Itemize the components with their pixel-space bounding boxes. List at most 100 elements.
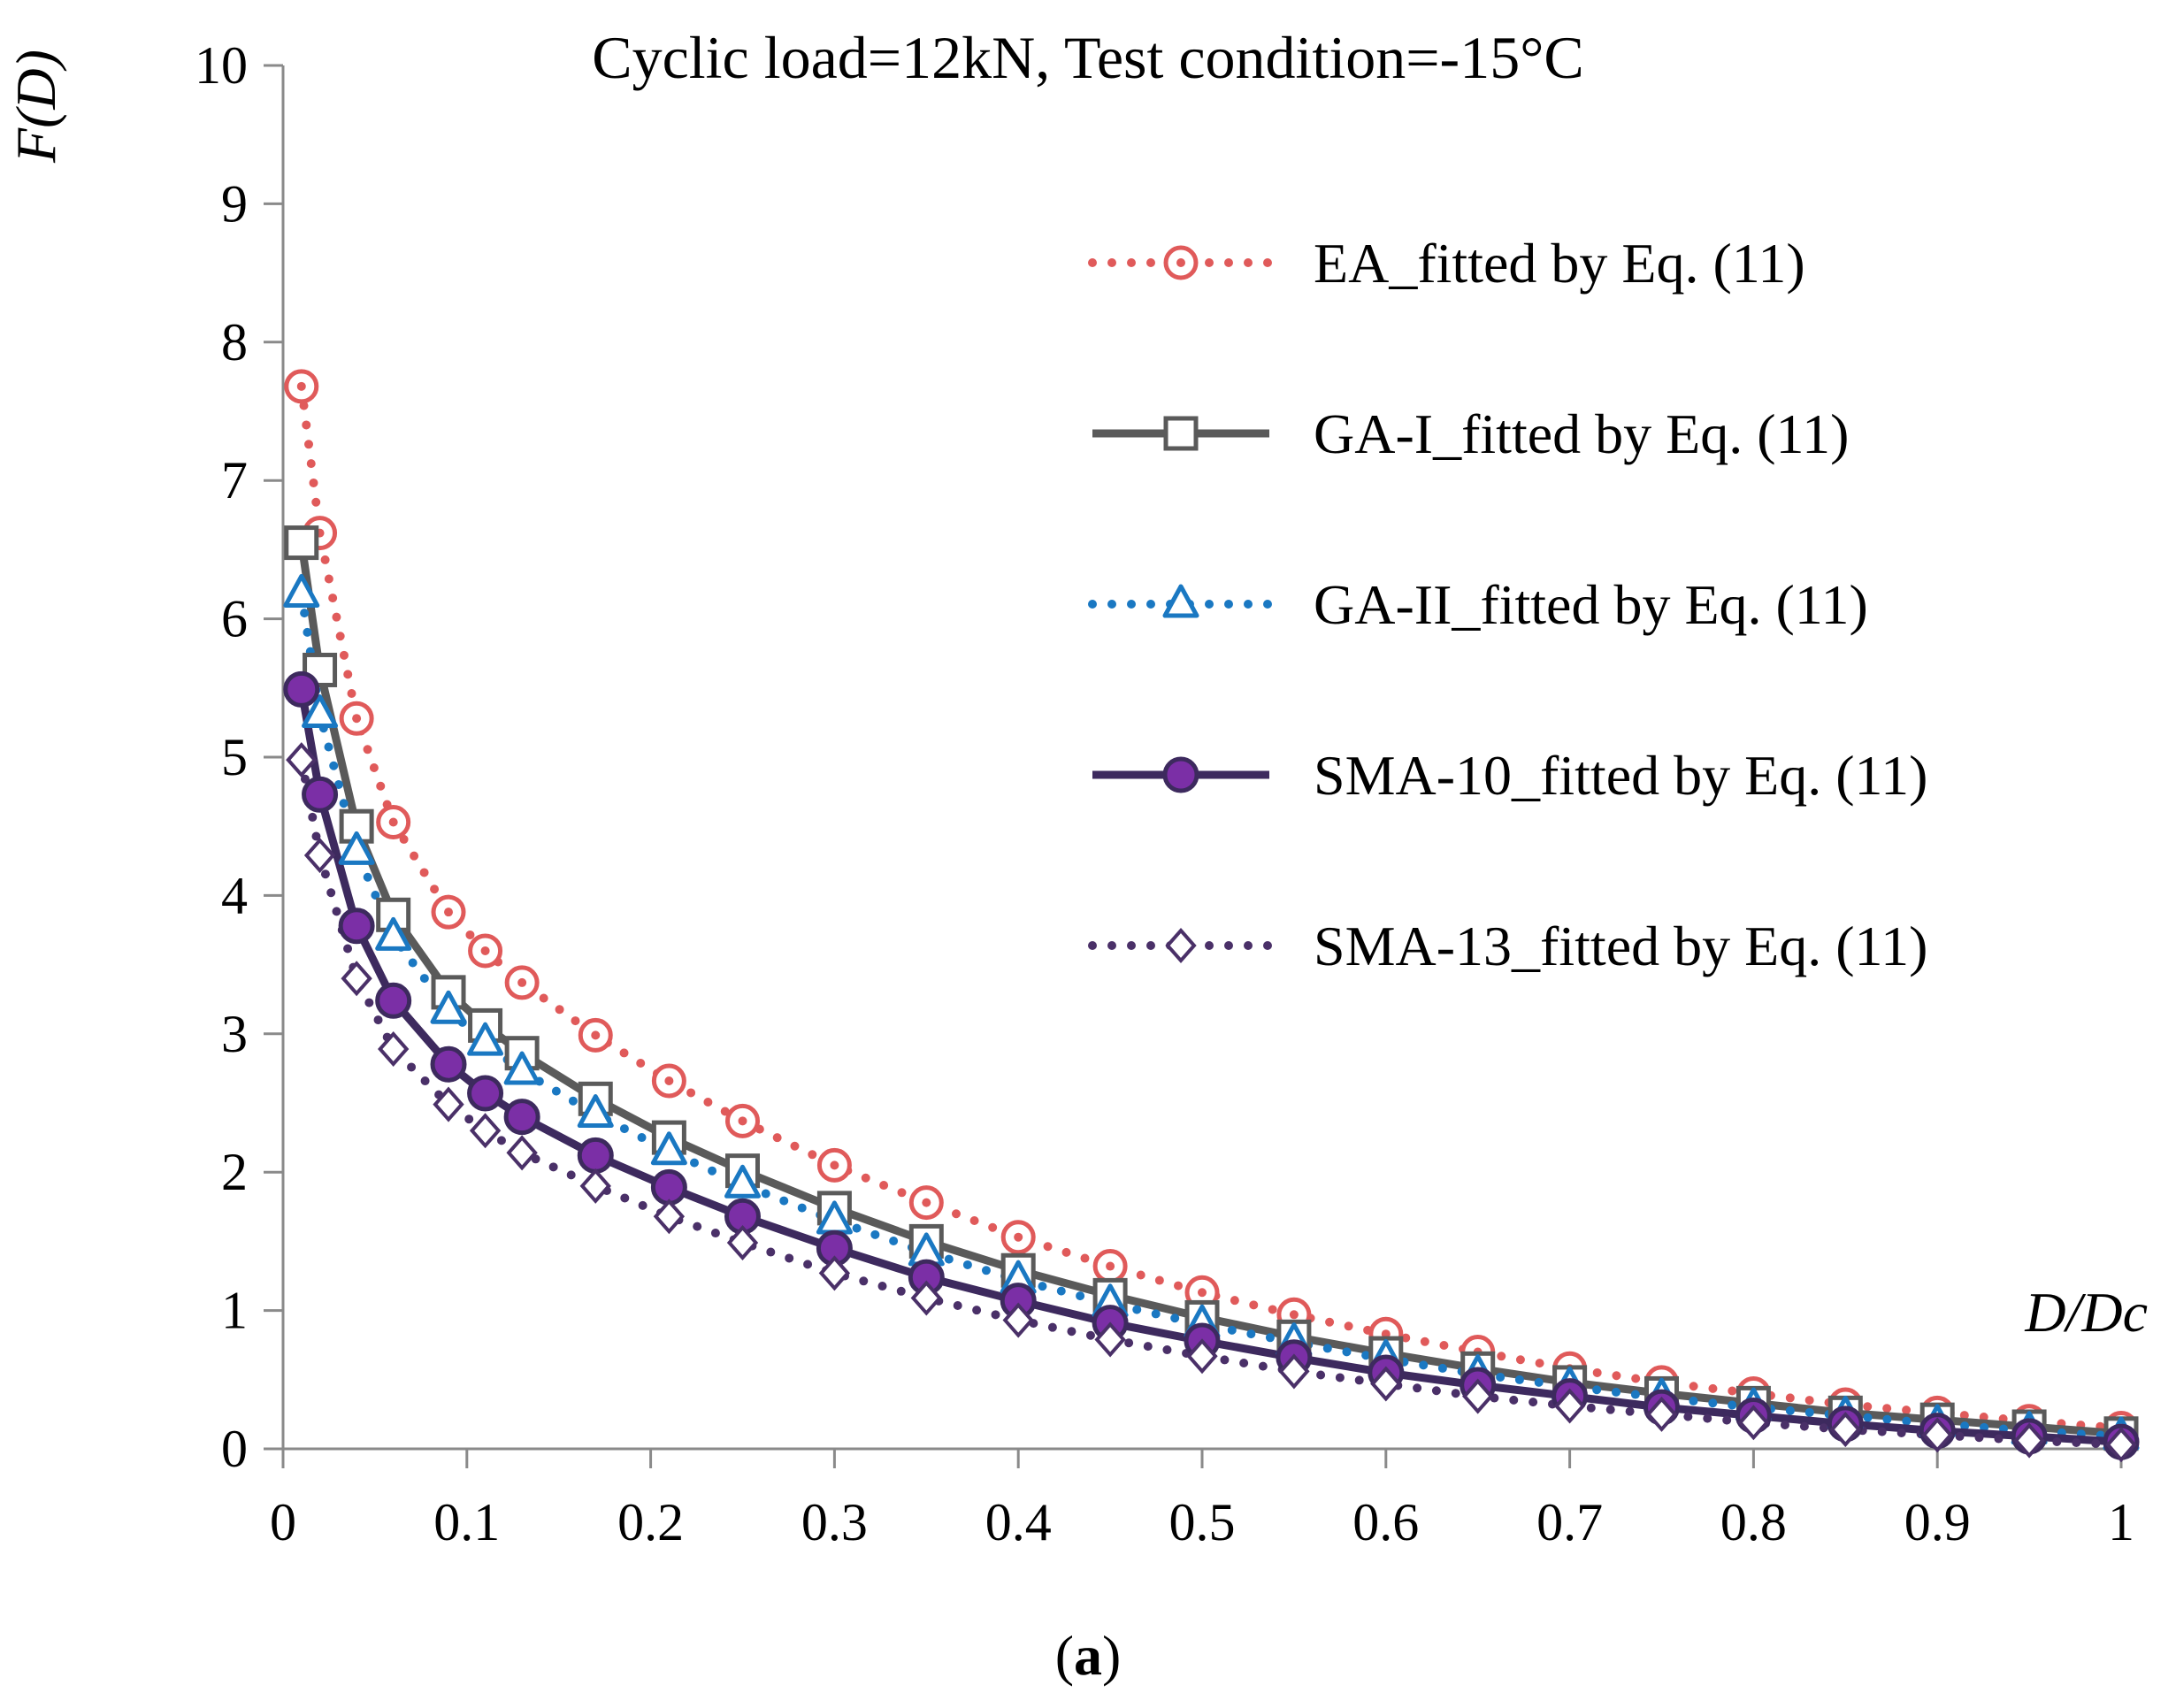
y-tick-label: 1 — [221, 1282, 248, 1340]
legend-item-ea: EA_fitted by Eq. (11) — [1088, 232, 1805, 295]
data-point-ea — [908, 1185, 944, 1221]
data-point-ea-dot — [517, 977, 527, 987]
data-point-ea — [284, 369, 319, 404]
x-tick-label: 0 — [270, 1493, 296, 1551]
data-point-ea-dot — [1014, 1232, 1023, 1242]
legend: EA_fitted by Eq. (11) GA-I_fitted by Eq. … — [1088, 232, 1927, 977]
data-point-sma-13 — [506, 1135, 538, 1171]
data-point-sma-13 — [726, 1224, 759, 1260]
caption-open-paren: ( — [1055, 1624, 1074, 1687]
legend-marker — [1163, 416, 1199, 451]
data-point-ga-ii — [375, 916, 412, 951]
data-point-ea — [578, 1017, 613, 1053]
data-point-sma-13 — [579, 1168, 611, 1204]
y-tick-label: 2 — [221, 1143, 248, 1201]
y-tick-label: 4 — [221, 866, 248, 924]
x-tick-label: 0.8 — [1720, 1493, 1787, 1551]
y-tick-label: 7 — [221, 451, 248, 509]
x-tick-label: 0.9 — [1904, 1493, 1971, 1551]
data-point-sma-10 — [338, 908, 375, 945]
data-point-sma-10 — [467, 1075, 504, 1112]
data-point-ea — [725, 1103, 760, 1138]
legend-marker — [1162, 584, 1199, 618]
data-point-sma-10 — [283, 670, 320, 708]
legend-marker — [1162, 756, 1199, 793]
data-point-ea — [468, 933, 503, 969]
data-point-ea — [431, 894, 466, 930]
legend-item-ga-i: GA-I_fitted by Eq. (11) — [1092, 402, 1849, 465]
data-point-ea-dot — [664, 1076, 674, 1085]
legend-label: EA_fitted by Eq. (11) — [1314, 232, 1805, 295]
data-point-ea-dot — [480, 946, 490, 955]
data-point-ea-dot — [1106, 1261, 1115, 1271]
legend-label: GA-I_fitted by Eq. (11) — [1314, 402, 1849, 465]
data-point-sma-13 — [433, 1086, 464, 1122]
x-tick-label: 0.4 — [985, 1493, 1052, 1551]
data-point-sma-13 — [1278, 1353, 1310, 1390]
x-tick-label: 1 — [2108, 1493, 2134, 1551]
data-point-sma-13 — [303, 838, 336, 874]
data-point-ga-ii — [724, 1164, 761, 1199]
data-point-ea — [1092, 1249, 1128, 1284]
caption-close-paren: ) — [1102, 1624, 1121, 1687]
legend-marker — [1165, 927, 1197, 964]
data-point-ga-ii — [503, 1051, 540, 1085]
data-point-sma-10 — [302, 776, 339, 813]
x-axis-label: D/Dc — [2024, 1281, 2148, 1344]
data-point-sma-13 — [1370, 1366, 1402, 1402]
data-point-sma-13 — [1737, 1405, 1770, 1441]
axes-layer: 0 1 2 3 4 5 6 7 8 9 10 0 0.1 0.2 0.3 0.4 0.5 0.6 0.7 0.8 0.9… — [195, 36, 2134, 1551]
y-tick-label: 9 — [221, 174, 248, 233]
legend-label: SMA-13_fitted by Eq. (11) — [1314, 915, 1927, 977]
data-point-sma-13 — [469, 1113, 502, 1149]
data-point-ea — [1000, 1220, 1036, 1255]
x-tick-label: 0.1 — [433, 1493, 500, 1551]
legend-label: SMA-10_fitted by Eq. (11) — [1314, 744, 1927, 807]
data-point-sma-10 — [503, 1099, 540, 1136]
data-point-ga-ii — [338, 831, 375, 865]
caption-letter: a — [1074, 1624, 1102, 1687]
data-point-ga-ii — [467, 1022, 504, 1056]
series-line-ea — [296, 381, 2126, 1433]
y-axis-label: F(D) — [4, 50, 67, 164]
data-point-ea-dot — [830, 1160, 839, 1170]
data-point-ea — [339, 701, 374, 736]
data-point-sma-13 — [818, 1255, 851, 1291]
x-tick-label: 0.5 — [1169, 1493, 1236, 1551]
data-point-sma-13 — [1645, 1396, 1678, 1432]
data-point-ga-i — [284, 525, 319, 561]
data-point-sma-13 — [286, 742, 318, 778]
legend-label: GA-II_fitted by Eq. (11) — [1314, 573, 1868, 636]
data-point-sma-13 — [1462, 1378, 1494, 1414]
data-point-sma-13 — [341, 961, 372, 997]
data-point-ea-dot — [1289, 1310, 1299, 1320]
data-point-sma-13 — [1829, 1412, 1861, 1448]
data-point-sma-13 — [2105, 1427, 2137, 1463]
legend-item-sma-13: SMA-13_fitted by Eq. (11) — [1088, 915, 1927, 977]
x-tick-label: 0.3 — [801, 1493, 868, 1551]
x-tick-label: 0.2 — [617, 1493, 684, 1551]
data-point-sma-13 — [653, 1199, 686, 1235]
y-tick-label: 0 — [221, 1420, 248, 1478]
x-tick-label: 0.6 — [1352, 1493, 1419, 1551]
y-tick-label: 8 — [221, 313, 248, 371]
legend-item-ga-ii: GA-II_fitted by Eq. (11) — [1088, 573, 1868, 636]
legend-marker — [1163, 245, 1199, 280]
data-point-sma-13 — [378, 1030, 410, 1068]
data-point-sma-10 — [375, 982, 412, 1019]
data-point-ga-ii — [650, 1131, 687, 1166]
data-point-ea-dot — [738, 1116, 747, 1126]
data-point-sma-13 — [910, 1280, 942, 1316]
y-tick-label: 3 — [221, 1005, 248, 1063]
data-point-ea-dot — [444, 908, 454, 917]
x-tick-label: 0.7 — [1536, 1493, 1603, 1551]
data-point-ea — [651, 1063, 686, 1099]
marker-layer — [283, 369, 2140, 1463]
data-point-sma-10 — [577, 1137, 614, 1174]
data-point-ea-dot — [388, 817, 398, 827]
data-point-sma-10 — [650, 1168, 687, 1206]
legend-item-sma-10: SMA-10_fitted by Eq. (11) — [1092, 744, 1927, 807]
data-point-ga-ii — [302, 694, 339, 729]
y-tick-label: 6 — [221, 590, 248, 648]
